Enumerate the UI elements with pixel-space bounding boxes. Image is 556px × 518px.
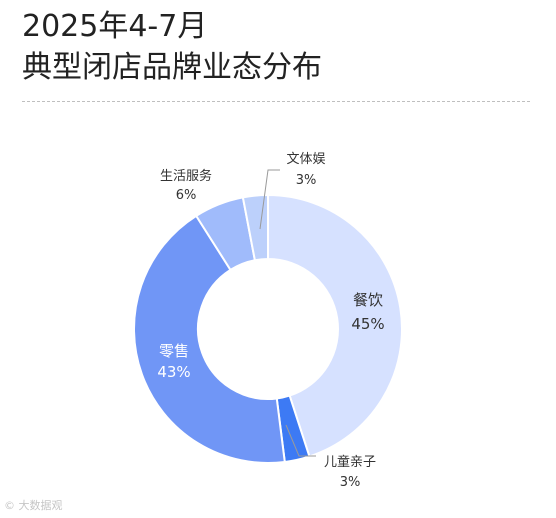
title-divider	[22, 101, 530, 102]
slice-label-2: 儿童亲子	[324, 454, 376, 470]
slice-label-4: 生活服务	[160, 168, 212, 184]
leader-line-5	[259, 169, 280, 230]
slice-value-2: 3%	[340, 475, 361, 490]
slice-value-4: 6%	[176, 188, 197, 203]
leader-line-2	[285, 424, 316, 457]
slice-value-3: 43%	[157, 363, 190, 381]
slice-label-5: 文体娱	[286, 152, 325, 167]
title-line-1: 2025年4-7月	[22, 9, 208, 44]
slice-value-1: 45%	[351, 315, 384, 333]
slice-label-1: 餐饮	[353, 291, 383, 309]
chart-title: 2025年4-7月 典型闭店品牌业态分布	[22, 6, 322, 88]
donut-slice-3	[133, 214, 286, 464]
slice-label-3: 零售	[159, 342, 189, 360]
donut-slice-5	[241, 193, 269, 262]
watermark: © 大数据观	[4, 499, 63, 512]
title-line-2: 典型闭店品牌业态分布	[22, 50, 322, 85]
donut-slice-1	[267, 193, 403, 458]
slice-value-5: 3%	[296, 173, 317, 188]
